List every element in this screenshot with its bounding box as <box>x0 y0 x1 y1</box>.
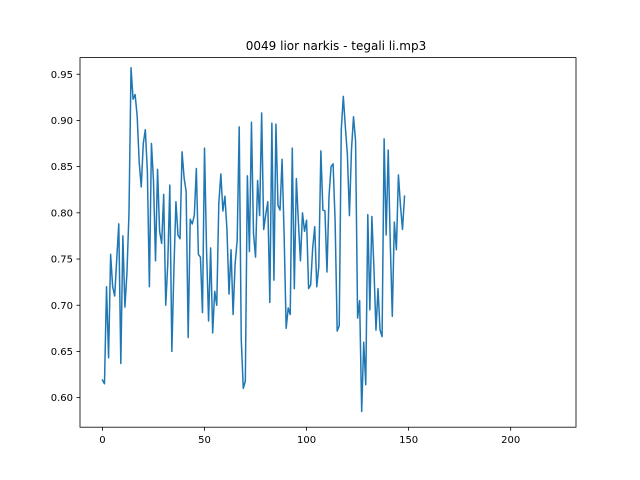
y-tick-label: 0.75 <box>51 255 73 266</box>
y-tick-label: 0.90 <box>51 116 73 127</box>
plot-area <box>101 67 406 413</box>
x-axis: 0 50 100 150 200 <box>99 427 520 446</box>
chart-title: 0049 lior narkis - tegali li.mp3 <box>246 39 426 53</box>
x-tick-label: 200 <box>501 435 520 446</box>
x-tick-label: 100 <box>297 435 316 446</box>
x-tick-label: 0 <box>99 435 105 446</box>
y-tick-label: 0.60 <box>51 393 73 404</box>
series-line-0 <box>101 67 406 413</box>
y-tick-label: 0.70 <box>51 301 73 312</box>
y-tick-label: 0.65 <box>51 347 73 358</box>
y-tick-label: 0.80 <box>51 208 73 219</box>
axes-frame <box>79 57 577 428</box>
y-tick-label: 0.85 <box>51 162 73 173</box>
y-tick-label: 0.95 <box>51 70 73 81</box>
x-tick-label: 150 <box>399 435 418 446</box>
x-tick-label: 50 <box>198 435 211 446</box>
y-axis: 0.60 0.65 0.70 0.75 0.80 0.85 0.90 0.95 <box>51 70 80 404</box>
